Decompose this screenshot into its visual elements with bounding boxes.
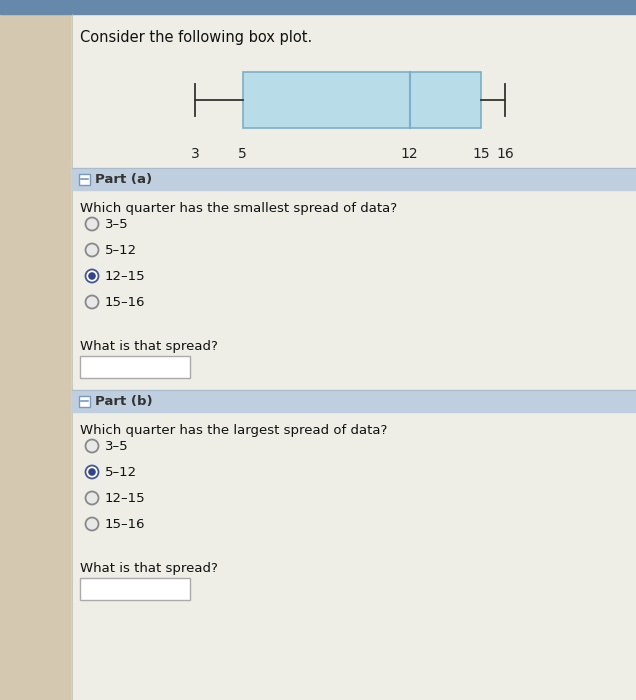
Circle shape (85, 466, 99, 479)
Bar (72, 390, 636, 412)
Text: 12–15: 12–15 (104, 491, 145, 505)
Text: 3–5: 3–5 (104, 218, 128, 230)
Bar (79, 174, 90, 185)
Text: 12–15: 12–15 (104, 270, 145, 283)
Text: What is that spread?: What is that spread? (80, 562, 218, 575)
Text: Part (b): Part (b) (95, 395, 153, 407)
Circle shape (85, 218, 99, 230)
Circle shape (85, 270, 99, 283)
Text: 5–12: 5–12 (104, 244, 137, 256)
Bar (80, 578, 190, 600)
Text: 16: 16 (496, 147, 514, 161)
Text: 15–16: 15–16 (104, 295, 145, 309)
Bar (80, 356, 190, 378)
Text: 3–5: 3–5 (104, 440, 128, 452)
Bar (72, 14, 636, 700)
Text: Which quarter has the largest spread of data?: Which quarter has the largest spread of … (80, 424, 387, 437)
Bar (79, 395, 90, 407)
Bar (0, 0, 636, 14)
Bar (0, 14, 72, 700)
Bar (72, 168, 636, 190)
Text: 3: 3 (191, 147, 199, 161)
Text: 5: 5 (238, 147, 247, 161)
Circle shape (85, 440, 99, 452)
Circle shape (85, 295, 99, 309)
Text: 5–12: 5–12 (104, 466, 137, 479)
Text: What is that spread?: What is that spread? (80, 340, 218, 353)
Bar (243, 72, 481, 128)
Text: Which quarter has the smallest spread of data?: Which quarter has the smallest spread of… (80, 202, 397, 215)
Text: 15: 15 (473, 147, 490, 161)
Text: Consider the following box plot.: Consider the following box plot. (80, 30, 312, 45)
Circle shape (85, 517, 99, 531)
Circle shape (85, 244, 99, 256)
Circle shape (85, 491, 99, 505)
Text: Part (a): Part (a) (95, 172, 152, 186)
Circle shape (88, 468, 96, 476)
Text: 12: 12 (401, 147, 418, 161)
Text: 15–16: 15–16 (104, 517, 145, 531)
Circle shape (88, 272, 96, 280)
